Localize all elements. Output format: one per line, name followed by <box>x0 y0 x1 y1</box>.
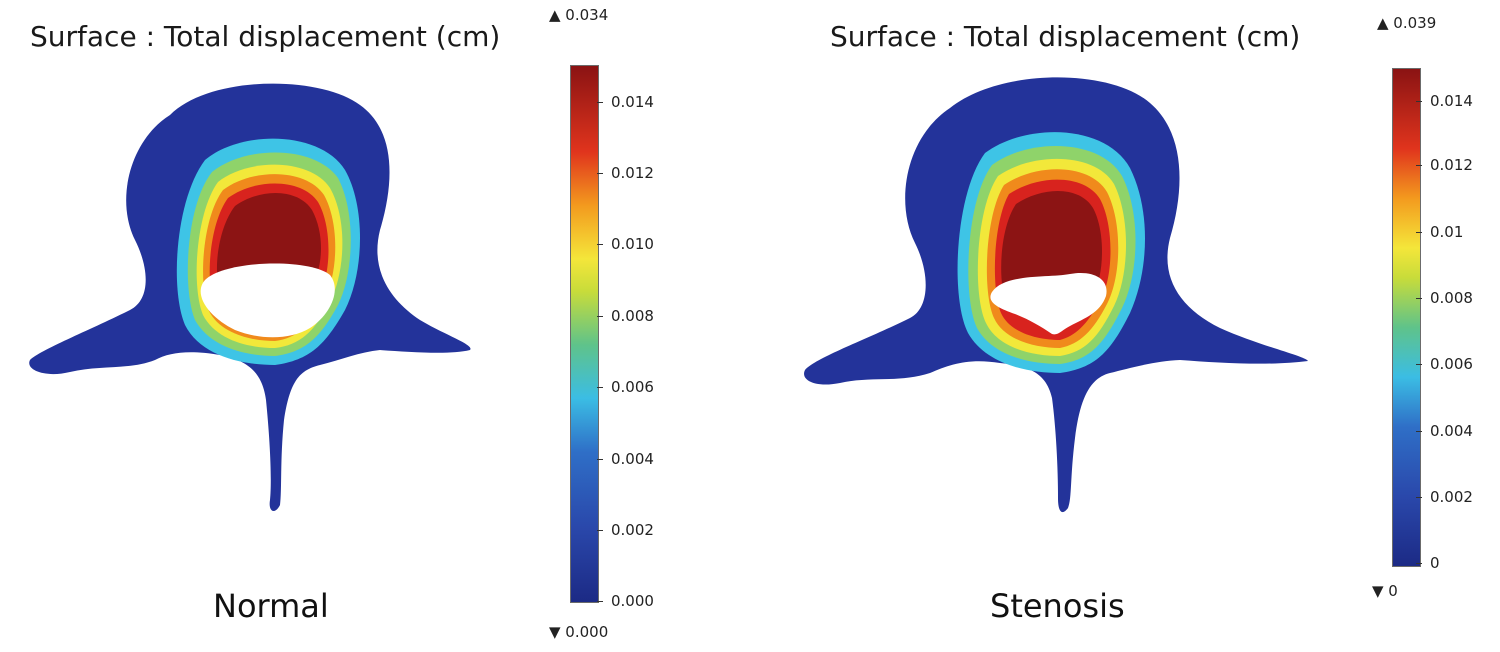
colorbar-tick: 0.008 <box>597 307 654 325</box>
panel-label: Stenosis <box>990 587 1125 625</box>
plot-title: Surface : Total displacement (cm) <box>30 20 501 53</box>
vertebra-stenosis <box>804 77 1308 513</box>
colorbar <box>1392 68 1421 567</box>
colorbar <box>570 65 599 603</box>
colorbar-tick: 0.004 <box>597 450 654 468</box>
colorbar-tick: 0.000 <box>597 592 654 610</box>
colorbar-tick: 0.012 <box>597 164 654 182</box>
panel-label: Normal <box>213 587 329 625</box>
colorbar-max: ▲ 0.034 <box>549 6 609 24</box>
colorbar-tick: 0.014 <box>1416 92 1473 110</box>
colorbar-tick: 0 <box>1416 554 1440 572</box>
panel-normal: Surface : Total displacement (cm) Normal… <box>29 6 654 641</box>
plot-title: Surface : Total displacement (cm) <box>830 20 1301 53</box>
spinal-canal <box>990 272 1107 335</box>
colorbar-max: ▲ 0.039 <box>1377 14 1437 32</box>
colorbar-tick: 0.002 <box>1416 488 1473 506</box>
colorbar-min: ▼ 0 <box>1372 582 1398 600</box>
colorbar-tick: 0.006 <box>1416 355 1473 373</box>
colorbar-tick: 0.010 <box>597 235 654 253</box>
colorbar-tick: 0.01 <box>1415 223 1464 241</box>
colorbar-tick: 0.004 <box>1416 422 1473 440</box>
core-dark-red <box>1001 190 1102 300</box>
colorbar-tick: 0.008 <box>1416 289 1473 307</box>
spinal-canal <box>200 263 335 338</box>
colorbar-tick: 0.002 <box>597 521 654 539</box>
vertebra-normal <box>29 83 471 512</box>
colorbar-tick: 0.014 <box>597 93 654 111</box>
colorbar-tick: 0.006 <box>597 378 654 396</box>
colorbar-tick: 0.012 <box>1416 156 1473 174</box>
colorbar-min: ▼ 0.000 <box>549 623 609 641</box>
panel-stenosis: Surface : Total displacement (cm) Stenos… <box>770 0 1500 652</box>
